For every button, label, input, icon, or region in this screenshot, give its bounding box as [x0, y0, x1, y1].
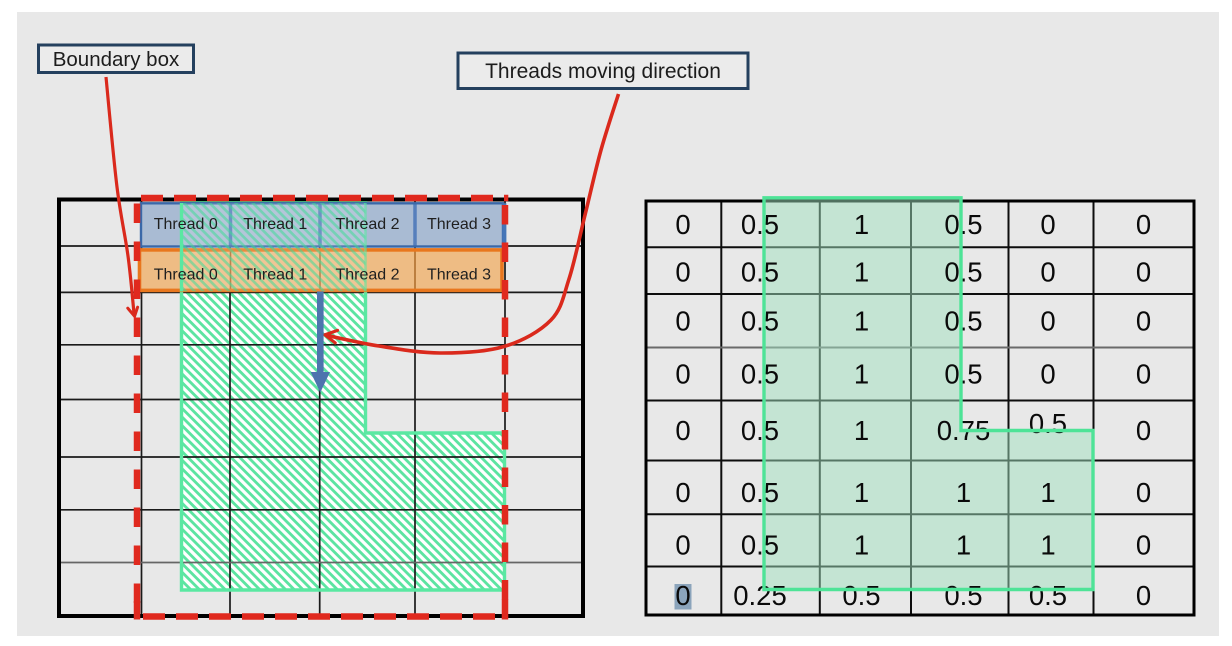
svg-text:0.5: 0.5 — [944, 209, 982, 240]
svg-text:0.5: 0.5 — [741, 477, 779, 508]
svg-text:Thread 3: Thread 3 — [427, 216, 491, 233]
svg-text:0.5: 0.5 — [944, 580, 982, 611]
svg-text:0.25: 0.25 — [733, 580, 787, 611]
svg-text:1: 1 — [854, 415, 869, 446]
svg-text:0: 0 — [675, 580, 690, 611]
svg-text:Threads moving direction: Threads moving direction — [485, 60, 721, 83]
svg-text:Thread 0: Thread 0 — [154, 267, 218, 284]
svg-text:0.5: 0.5 — [741, 530, 779, 561]
svg-text:0: 0 — [1040, 305, 1055, 336]
svg-text:1: 1 — [1040, 477, 1055, 508]
svg-text:Boundary box: Boundary box — [53, 48, 180, 71]
svg-text:0: 0 — [675, 209, 690, 240]
svg-text:0: 0 — [1136, 477, 1151, 508]
svg-text:0: 0 — [1136, 530, 1151, 561]
svg-text:0: 0 — [1136, 359, 1151, 390]
svg-text:0: 0 — [675, 359, 690, 390]
svg-text:0: 0 — [1136, 580, 1151, 611]
svg-text:0.5: 0.5 — [944, 305, 982, 336]
svg-text:1: 1 — [854, 477, 869, 508]
svg-text:0.5: 0.5 — [741, 305, 779, 336]
svg-text:0: 0 — [1136, 415, 1151, 446]
svg-text:1: 1 — [854, 359, 869, 390]
svg-text:Thread 1: Thread 1 — [243, 267, 307, 284]
svg-text:0.5: 0.5 — [741, 415, 779, 446]
svg-text:0: 0 — [1136, 256, 1151, 287]
svg-text:0.5: 0.5 — [1029, 580, 1067, 611]
svg-text:0.5: 0.5 — [741, 256, 779, 287]
svg-text:0: 0 — [1040, 209, 1055, 240]
svg-text:0: 0 — [1040, 359, 1055, 390]
svg-text:1: 1 — [854, 209, 869, 240]
svg-text:1: 1 — [854, 256, 869, 287]
svg-text:Thread 1: Thread 1 — [243, 216, 307, 233]
svg-text:0.5: 0.5 — [741, 209, 779, 240]
svg-text:0: 0 — [1136, 209, 1151, 240]
svg-text:Thread 2: Thread 2 — [335, 267, 399, 284]
svg-text:Thread 3: Thread 3 — [427, 267, 491, 284]
svg-text:0: 0 — [675, 530, 690, 561]
svg-text:0: 0 — [675, 415, 690, 446]
svg-text:1: 1 — [854, 305, 869, 336]
svg-text:0: 0 — [675, 256, 690, 287]
svg-text:0.5: 0.5 — [842, 580, 880, 611]
svg-text:0: 0 — [1136, 305, 1151, 336]
svg-text:0.5: 0.5 — [741, 359, 779, 390]
svg-text:1: 1 — [854, 530, 869, 561]
svg-text:0.5: 0.5 — [944, 256, 982, 287]
svg-text:0: 0 — [675, 477, 690, 508]
svg-text:1: 1 — [1040, 530, 1055, 561]
svg-text:Thread 2: Thread 2 — [335, 216, 399, 233]
svg-text:0: 0 — [675, 305, 690, 336]
svg-text:1: 1 — [956, 530, 971, 561]
svg-text:1: 1 — [956, 477, 971, 508]
svg-text:Thread 0: Thread 0 — [154, 216, 218, 233]
svg-text:0.5: 0.5 — [944, 359, 982, 390]
svg-text:0: 0 — [1040, 256, 1055, 287]
svg-text:0.5: 0.5 — [1029, 408, 1067, 439]
